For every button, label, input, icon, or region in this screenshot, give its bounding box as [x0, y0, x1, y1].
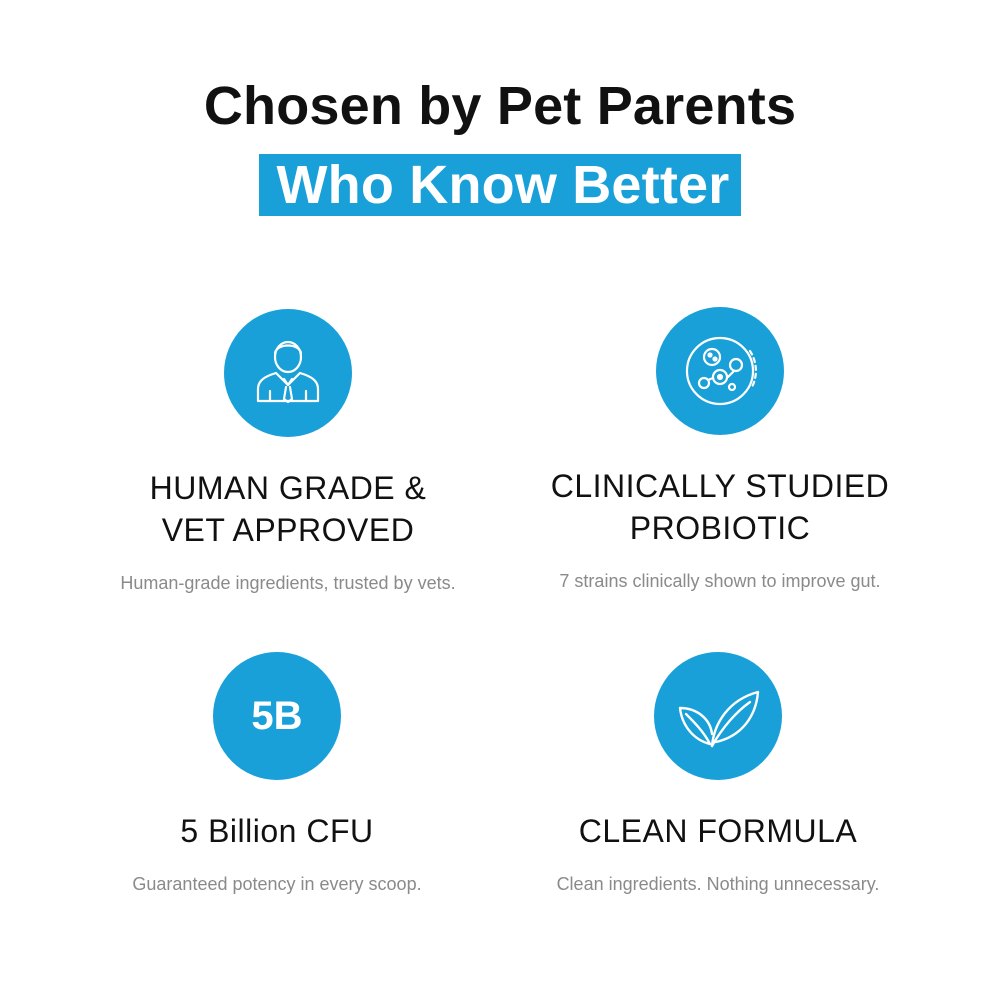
- feature-probiotic: CLINICALLY STUDIED PROBIOTIC 7 strains c…: [490, 307, 950, 593]
- feature-description: Clean ingredients. Nothing unnecessary.: [556, 874, 880, 894]
- feature-cfu: 5B 5 Billion CFU Guaranteed potency in e…: [47, 652, 507, 896]
- feature-title: 5 Billion CFU: [180, 813, 374, 849]
- feature-title-line1: CLINICALLY STUDIED: [550, 468, 890, 504]
- feature-title: CLINICALLY STUDIED PROBIOTIC: [490, 465, 950, 549]
- cfu-badge-text: 5B: [251, 694, 303, 738]
- probiotic-bacteria-icon: [656, 307, 784, 435]
- feature-description: 7 strains clinically shown to improve gu…: [559, 571, 881, 591]
- feature-description: Guaranteed potency in every scoop.: [132, 874, 422, 894]
- feature-clean-formula: CLEAN FORMULA Clean ingredients. Nothing…: [488, 652, 948, 896]
- feature-title: CLEAN FORMULA: [578, 813, 858, 849]
- feature-title-line2: PROBIOTIC: [629, 510, 811, 546]
- feature-title: HUMAN GRADE & VET APPROVED: [58, 467, 518, 551]
- feature-title-line2: VET APPROVED: [161, 512, 415, 548]
- vet-person-icon: [224, 309, 352, 437]
- subheadline-highlight: Who Know Better: [258, 154, 742, 216]
- cfu-badge: 5B: [213, 652, 341, 780]
- feature-human-grade: HUMAN GRADE & VET APPROVED Human-grade i…: [58, 309, 518, 595]
- feature-title-line1: HUMAN GRADE &: [149, 470, 427, 506]
- subheadline-wrap: Who Know Better: [0, 154, 1000, 216]
- headline: Chosen by Pet Parents: [203, 76, 797, 136]
- feature-description: Human-grade ingredients, trusted by vets…: [120, 573, 456, 593]
- leaves-icon: [654, 652, 782, 780]
